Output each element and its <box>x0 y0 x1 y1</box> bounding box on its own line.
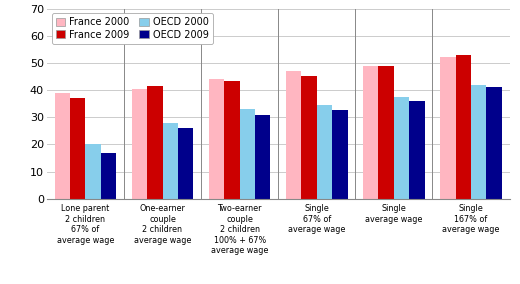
Bar <box>101 153 116 199</box>
Bar <box>147 86 162 199</box>
Bar <box>394 97 409 199</box>
Bar <box>409 101 425 199</box>
Bar <box>487 87 502 199</box>
Bar <box>70 98 85 199</box>
Bar <box>85 145 101 199</box>
Bar <box>209 79 224 199</box>
Bar <box>178 128 193 199</box>
Legend: France 2000, France 2009, OECD 2000, OECD 2009: France 2000, France 2009, OECD 2000, OEC… <box>51 13 213 43</box>
Bar <box>471 85 487 199</box>
Bar <box>456 55 471 199</box>
Bar <box>132 89 147 199</box>
Bar <box>379 66 394 199</box>
Bar <box>363 66 379 199</box>
Bar <box>55 93 70 199</box>
Bar <box>286 71 302 199</box>
Bar <box>255 114 270 199</box>
Bar <box>240 109 255 199</box>
Bar <box>440 57 456 199</box>
Bar <box>302 76 317 199</box>
Bar <box>317 105 332 199</box>
Bar <box>162 123 178 199</box>
Bar <box>224 81 240 199</box>
Bar <box>332 110 347 199</box>
